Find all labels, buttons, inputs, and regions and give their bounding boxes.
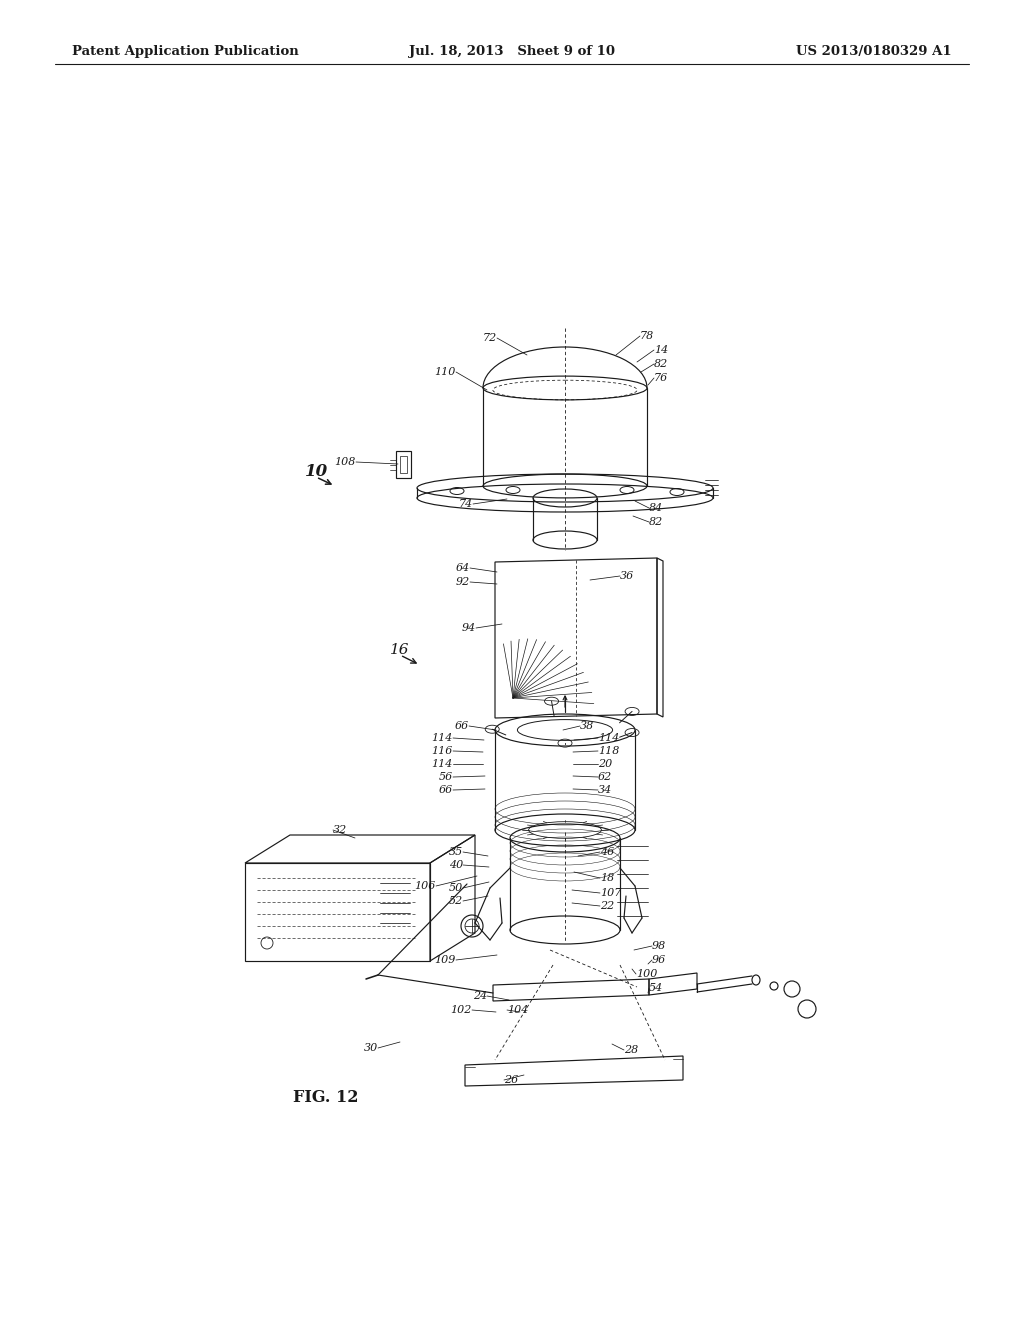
Text: 56: 56 — [438, 772, 453, 781]
Text: 102: 102 — [451, 1005, 472, 1015]
Text: 78: 78 — [640, 331, 654, 341]
Text: 100: 100 — [636, 969, 657, 979]
Text: 46: 46 — [600, 847, 614, 857]
Bar — [400, 455, 407, 473]
Text: 66: 66 — [455, 721, 469, 731]
Text: 35: 35 — [449, 847, 463, 857]
Text: 30: 30 — [364, 1043, 378, 1053]
Text: 40: 40 — [449, 861, 463, 870]
Text: 118: 118 — [598, 746, 620, 756]
Text: 82: 82 — [654, 359, 669, 370]
Text: 72: 72 — [482, 333, 497, 343]
Text: 36: 36 — [620, 572, 634, 581]
Text: 116: 116 — [432, 746, 453, 756]
Text: 76: 76 — [654, 374, 669, 383]
Text: 38: 38 — [580, 721, 594, 731]
Text: 98: 98 — [652, 941, 667, 950]
Text: 22: 22 — [600, 902, 614, 911]
Text: 92: 92 — [456, 577, 470, 587]
Text: 64: 64 — [456, 564, 470, 573]
Text: 82: 82 — [649, 517, 664, 527]
Text: 107: 107 — [600, 888, 622, 898]
Text: Jul. 18, 2013   Sheet 9 of 10: Jul. 18, 2013 Sheet 9 of 10 — [409, 45, 615, 58]
Text: 18: 18 — [600, 873, 614, 883]
Text: 28: 28 — [624, 1045, 638, 1055]
Text: Patent Application Publication: Patent Application Publication — [72, 45, 299, 58]
Text: 66: 66 — [438, 785, 453, 795]
Text: FIG. 12: FIG. 12 — [293, 1089, 358, 1106]
Text: 20: 20 — [598, 759, 612, 770]
Text: 96: 96 — [652, 954, 667, 965]
Text: 52: 52 — [449, 896, 463, 906]
Text: 34: 34 — [598, 785, 612, 795]
Text: 114: 114 — [432, 733, 453, 743]
Text: 84: 84 — [649, 503, 664, 513]
Text: 94: 94 — [462, 623, 476, 634]
Text: 104: 104 — [507, 1005, 528, 1015]
Text: 24: 24 — [473, 991, 487, 1001]
Text: 54: 54 — [649, 983, 664, 993]
Text: 114: 114 — [432, 759, 453, 770]
Text: US 2013/0180329 A1: US 2013/0180329 A1 — [797, 45, 952, 58]
Text: 32: 32 — [333, 825, 347, 836]
Text: 16: 16 — [390, 643, 410, 657]
Text: 109: 109 — [434, 954, 456, 965]
Text: 74: 74 — [459, 499, 473, 510]
Text: 114: 114 — [598, 733, 620, 743]
Bar — [396, 451, 411, 478]
Text: 106: 106 — [415, 880, 436, 891]
Text: 14: 14 — [654, 345, 669, 355]
Text: 108: 108 — [335, 457, 356, 467]
Text: 110: 110 — [434, 367, 456, 378]
Text: 50: 50 — [449, 883, 463, 894]
Text: 10: 10 — [305, 463, 329, 480]
Text: 26: 26 — [504, 1074, 518, 1085]
Text: 62: 62 — [598, 772, 612, 781]
